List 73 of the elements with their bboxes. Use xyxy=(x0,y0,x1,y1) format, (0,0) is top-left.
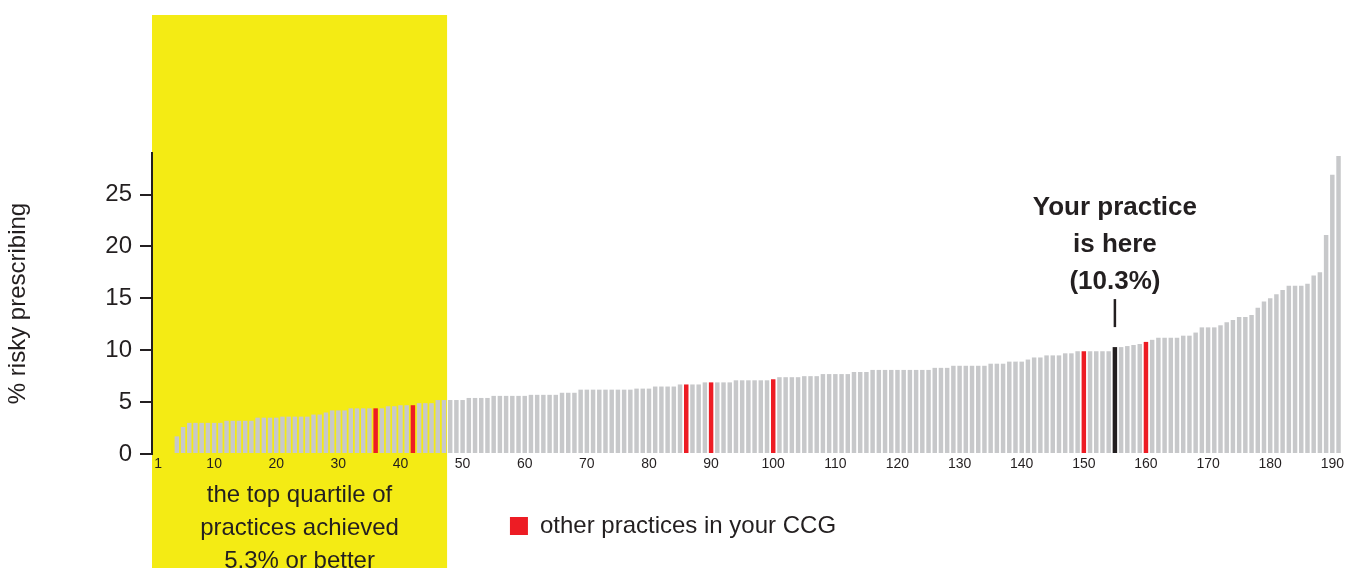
x-tick-label: 160 xyxy=(1134,455,1158,472)
bar xyxy=(727,382,732,453)
bar xyxy=(795,377,801,453)
bar xyxy=(180,427,186,453)
y-tick-label: 15 xyxy=(105,282,132,310)
bar xyxy=(416,403,422,453)
bar xyxy=(1317,272,1323,453)
x-tick-label: 100 xyxy=(761,455,786,472)
bar xyxy=(323,412,329,453)
bar xyxy=(1267,298,1273,453)
bar xyxy=(789,377,795,453)
x-tick-label: 30 xyxy=(330,455,347,472)
y-tick-label: 0 xyxy=(118,438,132,466)
bar xyxy=(708,382,714,453)
x-tick-label: 10 xyxy=(206,455,223,472)
bar xyxy=(1261,301,1267,453)
bar xyxy=(1056,355,1062,453)
bar xyxy=(845,374,850,453)
bar xyxy=(1081,351,1087,453)
bar xyxy=(851,372,857,453)
x-tick-label: 110 xyxy=(824,455,847,472)
y-tick-label: 20 xyxy=(105,231,132,259)
x-tick-label: 140 xyxy=(1010,455,1034,472)
x-tick-label: 40 xyxy=(392,455,409,472)
bar xyxy=(410,405,416,453)
x-tick-label: 170 xyxy=(1196,455,1220,472)
bar xyxy=(820,374,826,453)
bar xyxy=(684,384,689,453)
bar xyxy=(1031,357,1037,453)
bar xyxy=(1087,351,1093,453)
bar xyxy=(373,408,378,453)
band-label: the top quartile of practices achieved 5.3% or better xyxy=(200,480,399,568)
x-tick-label: 180 xyxy=(1258,455,1283,472)
x-tick-label: 70 xyxy=(579,455,595,472)
x-tick-label: 50 xyxy=(454,455,471,472)
x-tick-label: 1 xyxy=(154,455,163,472)
annotation: Your practice is here (10.3%) xyxy=(1032,191,1198,296)
y-tick-label: 5 xyxy=(118,386,132,414)
bar xyxy=(758,380,764,453)
y-tick-label: 10 xyxy=(105,334,132,362)
bar xyxy=(702,382,708,453)
bar xyxy=(739,380,745,453)
bar xyxy=(1205,327,1211,453)
bar xyxy=(826,374,832,453)
bar xyxy=(385,406,391,453)
x-tick-label: 120 xyxy=(885,455,910,472)
bar xyxy=(1050,355,1056,453)
bar xyxy=(1062,353,1068,453)
bar xyxy=(174,436,180,453)
bar xyxy=(764,380,770,453)
y-axis-title: % risky prescribing xyxy=(3,202,31,405)
bar xyxy=(677,384,683,453)
bar xyxy=(360,408,366,453)
bar xyxy=(354,408,360,453)
bar xyxy=(857,372,863,453)
x-tick-label: 150 xyxy=(1072,455,1096,472)
bar xyxy=(329,410,335,453)
x-tick-label: 130 xyxy=(947,455,972,472)
x-tick-label: 90 xyxy=(703,455,720,472)
bar xyxy=(379,408,385,453)
x-tick-label: 80 xyxy=(641,455,657,472)
legend-label: other practices in your CCG xyxy=(539,510,837,538)
bar xyxy=(1199,327,1205,453)
x-tick-label: 60 xyxy=(516,455,533,472)
bar xyxy=(367,408,372,453)
y-tick-label: 25 xyxy=(105,179,132,207)
x-tick-label: 20 xyxy=(268,455,285,472)
bar xyxy=(770,379,776,453)
bar xyxy=(1230,320,1236,453)
bar xyxy=(348,408,354,453)
bar xyxy=(1094,351,1099,453)
x-tick-label: 190 xyxy=(1320,455,1345,472)
bar xyxy=(733,380,739,453)
